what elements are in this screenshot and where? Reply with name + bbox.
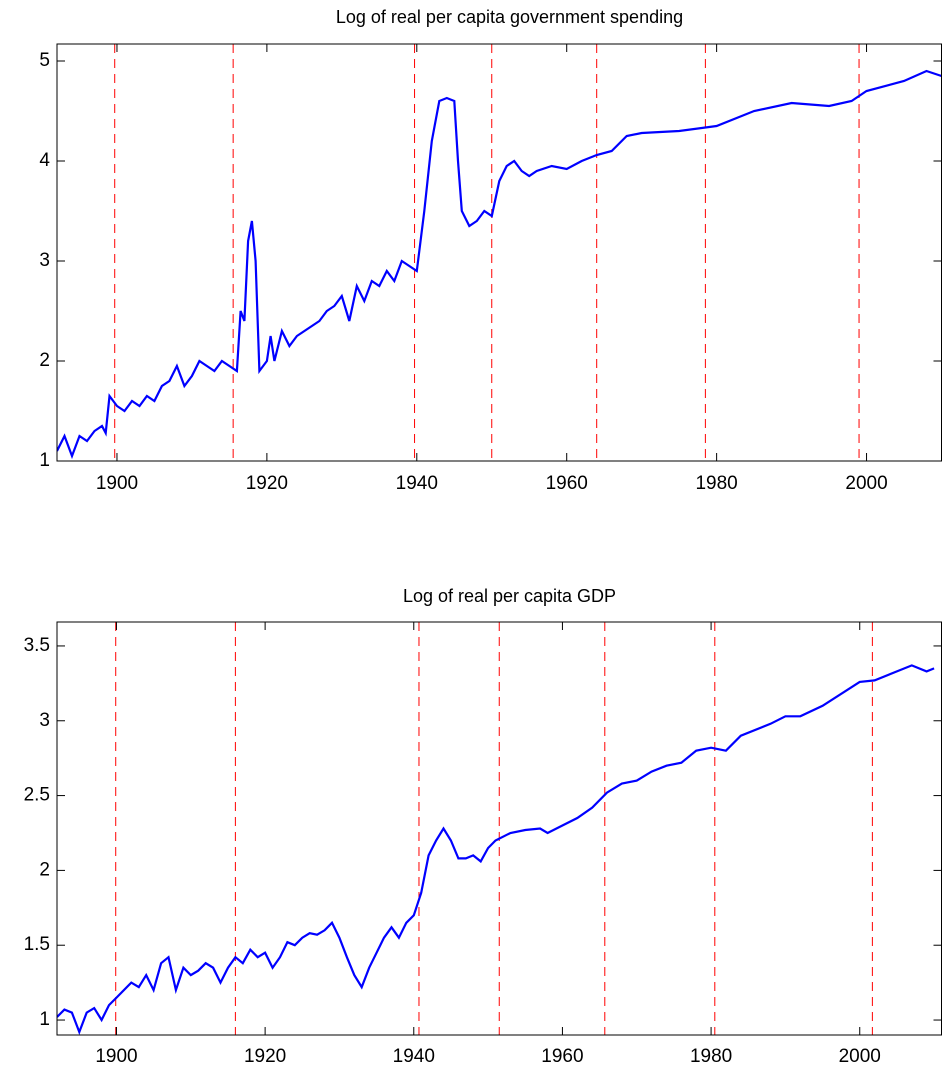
x-tick-label: 1920 <box>244 1046 286 1067</box>
axes-box <box>56 43 942 462</box>
y-tick-label: 2.5 <box>24 785 50 806</box>
y-tick-label: 5 <box>39 50 50 71</box>
x-tick-label: 1920 <box>246 473 288 494</box>
x-tick-label: 1980 <box>695 473 737 494</box>
chart-title: Log of real per capita government spendi… <box>336 7 683 27</box>
x-tick-label: 1900 <box>95 1046 137 1067</box>
y-tick-label: 3 <box>39 710 50 731</box>
y-tick-label: 3.5 <box>24 635 50 656</box>
x-tick-label: 1940 <box>396 473 438 494</box>
data-line <box>57 69 942 460</box>
x-tick-label: 1960 <box>546 473 588 494</box>
x-tick-label: 2000 <box>845 473 887 494</box>
subplot: Log of real per capita government spendi… <box>39 7 942 494</box>
x-tick-label: 1900 <box>96 473 138 494</box>
y-tick-label: 2 <box>39 350 50 371</box>
subplot: Log of real per capita GDP 1900 1920 1940 19… <box>24 586 942 1067</box>
x-tick-label: 1960 <box>541 1046 583 1067</box>
y-tick-label: 2 <box>39 859 50 880</box>
y-tick-label: 1 <box>39 1009 50 1030</box>
y-tick-label: 3 <box>39 250 50 271</box>
y-tick-label: 1 <box>39 450 50 471</box>
chart-title: Log of real per capita GDP <box>403 586 616 606</box>
data-line <box>57 664 935 1035</box>
y-tick-label: 4 <box>39 150 50 171</box>
x-tick-label: 1940 <box>393 1046 435 1067</box>
y-tick-label: 1.5 <box>24 934 50 955</box>
x-tick-label: 2000 <box>839 1046 881 1067</box>
x-tick-label: 1980 <box>690 1046 732 1067</box>
